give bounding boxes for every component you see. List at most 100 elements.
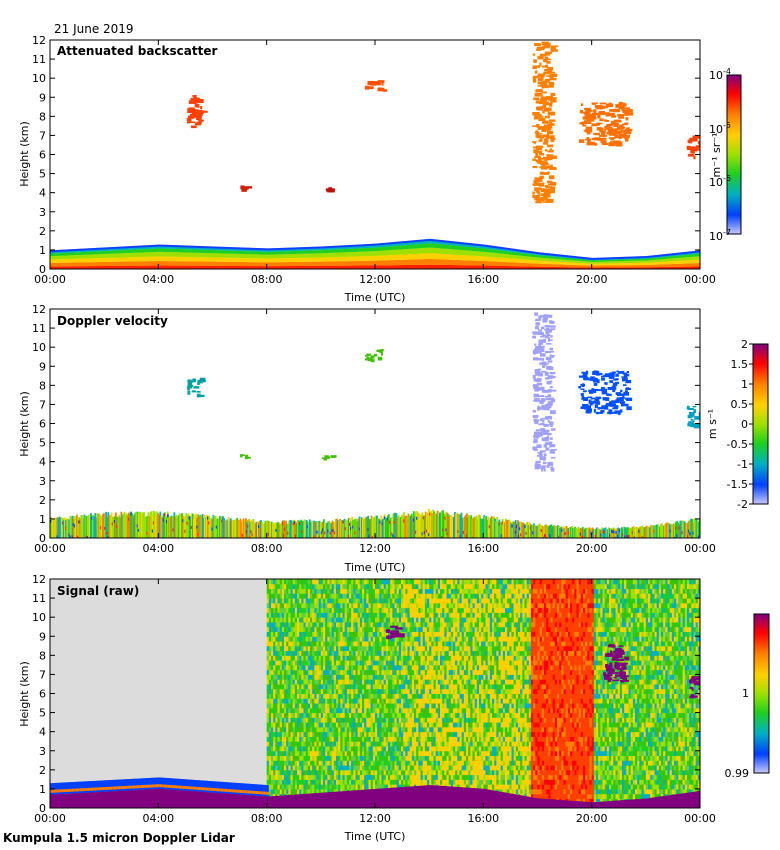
heatmap-cell (238, 247, 241, 250)
heatmap-cell (208, 246, 211, 249)
heatmap-cell (434, 512, 437, 538)
heatmap-cell (380, 265, 383, 269)
heatmap-cell (393, 254, 396, 261)
heatmap-cell (357, 265, 360, 269)
heatmap-cell (563, 254, 566, 257)
heatmap-cell (90, 266, 93, 269)
heatmap-cell (393, 520, 396, 524)
heatmap-cell (471, 260, 474, 266)
colorbar-tick-label: 10-6 (709, 174, 731, 189)
heatmap-cell (434, 240, 437, 244)
heatmap-cell (188, 516, 191, 520)
heatmap-cell (193, 257, 196, 262)
heatmap-cell (553, 266, 556, 269)
heatmap-cell (245, 266, 247, 269)
heatmap-cell (155, 261, 158, 266)
heatmap-cell (542, 96, 545, 101)
heatmap-cell (444, 259, 447, 265)
heatmap-cell (438, 253, 441, 260)
heatmap-cell (215, 246, 218, 249)
heatmap-cell (277, 258, 280, 263)
heatmap-cell (70, 250, 73, 253)
heatmap-cell (469, 250, 472, 256)
heatmap-cell (532, 331, 535, 334)
heatmap-cell (59, 253, 62, 256)
heatmap-cell (675, 521, 677, 538)
heatmap-cell (249, 247, 252, 250)
heatmap-cell (670, 256, 673, 259)
heatmap-cell (171, 246, 174, 249)
heatmap-cell (273, 254, 276, 259)
heatmap-cell (132, 516, 135, 538)
heatmap-cell (259, 254, 262, 259)
heatmap-cell (226, 257, 228, 262)
heatmap-cell (503, 522, 506, 538)
heatmap-cell (312, 253, 315, 258)
heatmap-cell (93, 248, 96, 251)
heatmap-cell (463, 516, 466, 538)
heatmap-cell (90, 254, 93, 259)
heatmap-cell (675, 526, 677, 530)
heatmap-cell (167, 265, 170, 269)
heatmap-cell (651, 262, 654, 265)
heatmap-cell (247, 258, 250, 263)
heatmap-cell (100, 266, 103, 269)
heatmap-cell (610, 138, 615, 141)
heatmap-cell (560, 267, 563, 269)
heatmap-cell (542, 188, 545, 190)
heatmap-cell (578, 258, 581, 260)
heatmap-cell (689, 519, 691, 538)
heatmap-cell (435, 248, 438, 254)
heatmap-cell (553, 258, 556, 262)
heatmap-cell (190, 252, 193, 258)
heatmap-cell (609, 528, 611, 538)
heatmap-cell (689, 266, 692, 269)
heatmap-cell (286, 251, 289, 255)
heatmap-cell (547, 180, 553, 184)
heatmap-cell (66, 255, 69, 260)
heatmap-cell (552, 266, 555, 269)
heatmap-cell (87, 262, 90, 267)
heatmap-cell (178, 249, 181, 253)
heatmap-cell (207, 246, 210, 249)
heatmap-cell (610, 265, 613, 268)
heatmap-cell (311, 250, 314, 254)
heatmap-cell (108, 265, 111, 269)
heatmap-cell (410, 259, 413, 265)
heatmap-cell (538, 343, 541, 347)
heatmap-cell (333, 265, 335, 269)
heatmap-cell (188, 245, 191, 248)
heatmap-cell (621, 265, 624, 268)
heatmap-cell (675, 252, 678, 255)
heatmap-cell (593, 132, 600, 136)
heatmap-cell (507, 248, 510, 251)
heatmap-cell (63, 251, 66, 253)
heatmap-cell (381, 244, 384, 247)
heatmap-cell (186, 265, 189, 269)
heatmap-cell (540, 347, 544, 351)
heatmap-cell (511, 266, 514, 269)
heatmap-cell (541, 86, 544, 89)
heatmap-cell (52, 262, 55, 267)
heatmap-cell (532, 446, 538, 450)
heatmap-cell (328, 257, 331, 262)
heatmap-cell (178, 246, 181, 250)
heatmap-cell (426, 259, 429, 265)
heatmap-cell (243, 247, 246, 250)
heatmap-cell (376, 243, 379, 246)
heatmap-cell (178, 265, 181, 269)
heatmap-cell (265, 521, 268, 538)
heatmap-cell (226, 253, 228, 258)
heatmap-cell (201, 247, 204, 250)
heatmap-cell (351, 252, 354, 257)
heatmap-cell (391, 243, 394, 247)
heatmap-cell (166, 252, 169, 257)
heatmap-cell (656, 256, 659, 258)
heatmap-cell (327, 257, 330, 262)
heatmap-cell (82, 254, 85, 259)
heatmap-cell (274, 249, 277, 252)
heatmap-cell (546, 75, 553, 77)
heatmap-cell (545, 134, 549, 139)
heatmap-cell (175, 514, 178, 538)
heatmap-cell (538, 316, 542, 321)
